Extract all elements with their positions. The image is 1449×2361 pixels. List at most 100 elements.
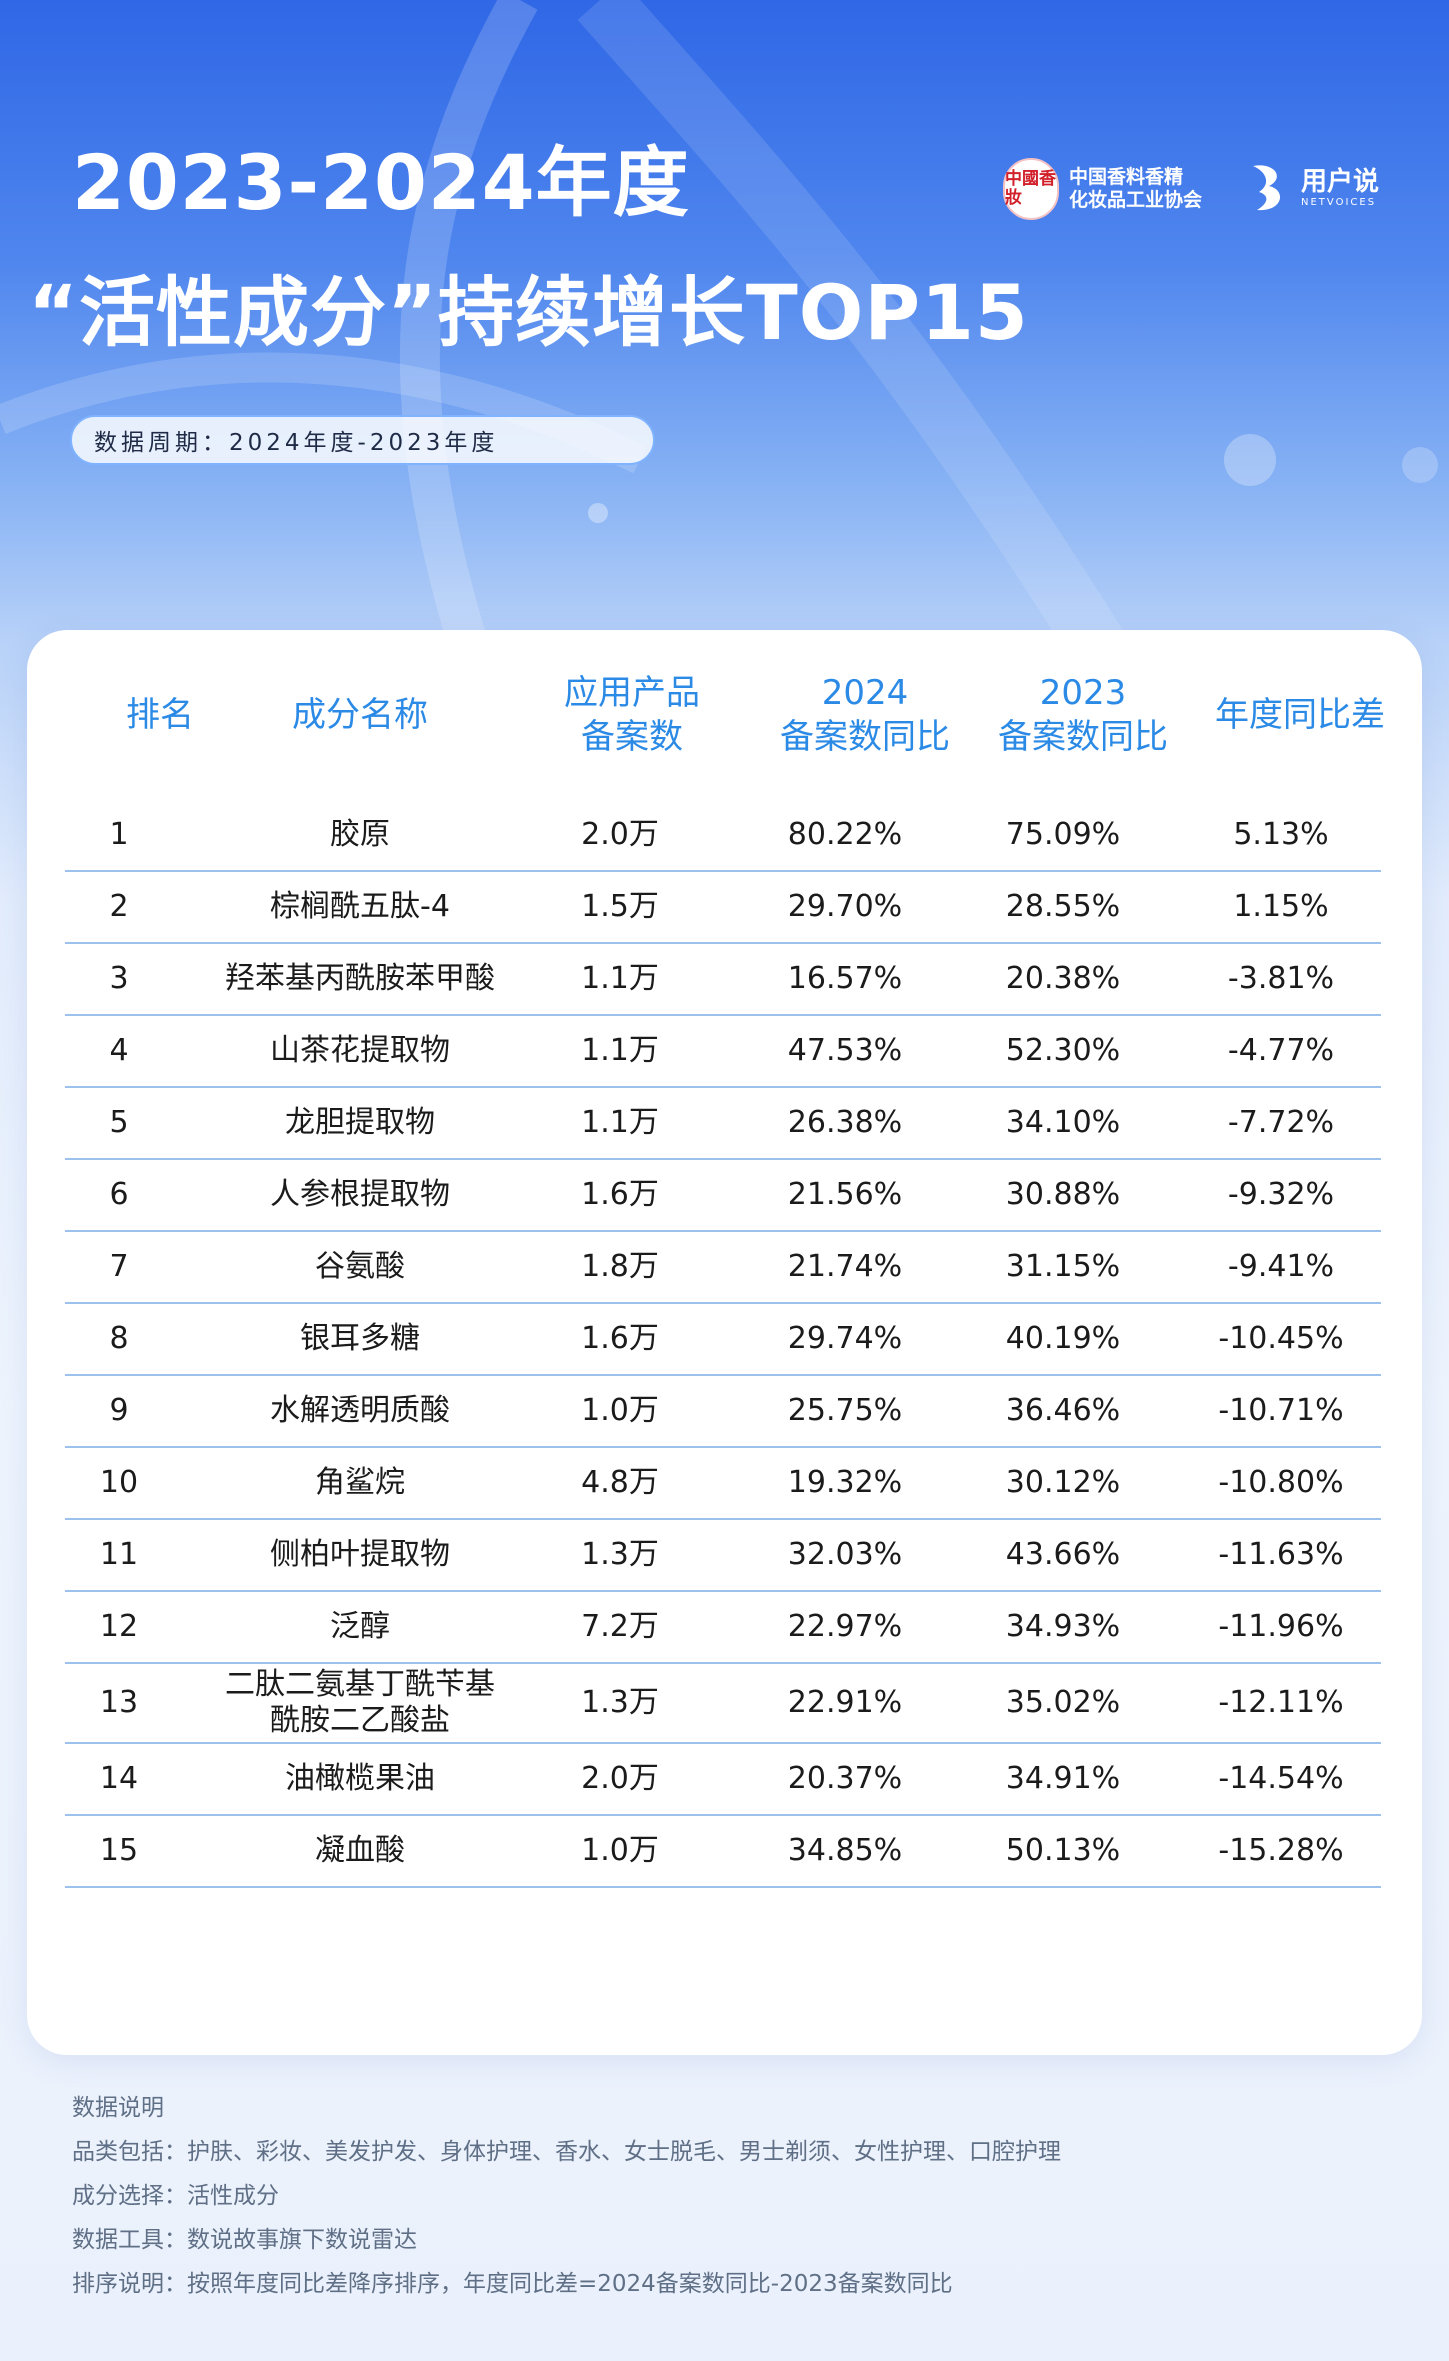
- ranking-table: 排名 成分名称 应用产品 备案数 2024 备案数同比 2023 备案数同比 年…: [27, 630, 1422, 2055]
- yoy-2023-cell: 34.91%: [1005, 1761, 1121, 1796]
- filing-count-cell: 1.0万: [581, 1393, 659, 1428]
- filing-count-cell: 1.6万: [581, 1321, 659, 1356]
- yoy-diff-cell: -4.77%: [1227, 1033, 1335, 1068]
- rank-cell: 13: [99, 1685, 139, 1720]
- table-row: 1 胶原 2.0万 80.22% 75.09% 5.13%: [65, 800, 1381, 872]
- notes-sorting: 排序说明：按照年度同比差降序排序，年度同比差=2024备案数同比-2023备案数…: [72, 2271, 953, 2297]
- association-name-line-2: 化妆品工业协会: [1069, 189, 1203, 211]
- rank-cell: 1: [109, 817, 129, 852]
- header-yoy-diff: 年度同比差: [1215, 694, 1385, 735]
- table-row: 13 二肽二氨基丁酰苄基 酰胺二乙酸盐 1.3万 22.91% 35.02% -…: [65, 1664, 1381, 1744]
- filing-count-cell: 1.1万: [581, 1105, 659, 1140]
- filing-count-cell: 2.0万: [581, 817, 659, 852]
- header-2024-yoy: 2024 备案数同比: [745, 630, 985, 800]
- notes-tool: 数据工具：数说故事旗下数说雷达: [72, 2227, 417, 2253]
- yoy-2024-cell: 19.32%: [787, 1465, 903, 1500]
- ingredient-name-cell: 棕榈酰五肽-4: [270, 889, 450, 924]
- table-row: 2 棕榈酰五肽-4 1.5万 29.70% 28.55% 1.15%: [65, 872, 1381, 944]
- filing-count-cell: 1.3万: [581, 1685, 659, 1720]
- filing-count-cell: 1.0万: [581, 1833, 659, 1868]
- table-row: 7 谷氨酸 1.8万 21.74% 31.15% -9.41%: [65, 1232, 1381, 1304]
- table-row: 14 油橄榄果油 2.0万 20.37% 34.91% -14.54%: [65, 1744, 1381, 1816]
- ingredient-name-cell: 角鲨烷: [315, 1465, 405, 1500]
- yoy-2023-cell: 52.30%: [1005, 1033, 1121, 1068]
- header-2023-line-1: 2023: [1039, 672, 1127, 713]
- rank-cell: 10: [99, 1465, 139, 1500]
- header-count-line-2: 备案数: [581, 717, 683, 757]
- ingredient-name-cell: 龙胆提取物: [285, 1105, 435, 1140]
- rank-cell: 3: [109, 961, 129, 996]
- rank-cell: 5: [109, 1105, 129, 1140]
- yoy-diff-cell: -14.54%: [1218, 1761, 1344, 1796]
- yoy-2024-cell: 34.85%: [787, 1833, 903, 1868]
- yoy-diff-cell: -11.63%: [1218, 1537, 1344, 1572]
- netvoices-logo: 用户说 NETVOICES: [1245, 160, 1379, 216]
- yoy-2023-cell: 30.12%: [1005, 1465, 1121, 1500]
- rank-cell: 8: [109, 1321, 129, 1356]
- yoy-2023-cell: 31.15%: [1005, 1249, 1121, 1284]
- yoy-diff-cell: 1.15%: [1233, 889, 1329, 924]
- ingredient-name-cell: 二肽二氨基丁酰苄基 酰胺二乙酸盐: [215, 1664, 505, 1742]
- header-rank: 排名: [126, 694, 194, 735]
- yoy-2023-cell: 36.46%: [1005, 1393, 1121, 1428]
- ingredient-name-cell: 银耳多糖: [300, 1321, 420, 1356]
- yoy-2023-cell: 20.38%: [1005, 961, 1121, 996]
- filing-count-cell: 1.1万: [581, 1033, 659, 1068]
- rank-cell: 15: [99, 1833, 139, 1868]
- yoy-2023-cell: 34.93%: [1005, 1609, 1121, 1644]
- yoy-2024-cell: 25.75%: [787, 1393, 903, 1428]
- yoy-2023-cell: 34.10%: [1005, 1105, 1121, 1140]
- yoy-2023-cell: 43.66%: [1005, 1537, 1121, 1572]
- rank-cell: 12: [99, 1609, 139, 1644]
- yoy-2023-cell: 28.55%: [1005, 889, 1121, 924]
- header-2023-yoy: 2023 备案数同比: [963, 630, 1203, 800]
- table-body: 1 胶原 2.0万 80.22% 75.09% 5.13% 2 棕榈酰五肽-4 …: [65, 800, 1381, 1888]
- association-name: 中国香料香精 化妆品工业协会: [1069, 166, 1202, 212]
- yoy-2023-cell: 40.19%: [1005, 1321, 1121, 1356]
- filing-count-cell: 7.2万: [581, 1609, 659, 1644]
- yoy-diff-cell: -15.28%: [1218, 1833, 1344, 1868]
- association-name-line-1: 中国香料香精: [1069, 166, 1184, 189]
- rank-cell: 6: [109, 1177, 129, 1212]
- title-line-1: 2023-2024年度: [72, 138, 690, 227]
- yoy-2024-cell: 32.03%: [787, 1537, 903, 1572]
- header-2023-line-2: 备案数同比: [998, 717, 1168, 757]
- yoy-2023-cell: 35.02%: [1005, 1685, 1121, 1720]
- yoy-2024-cell: 22.91%: [787, 1685, 903, 1720]
- ingredient-name-cell: 泛醇: [330, 1609, 390, 1644]
- notes-selection: 成分选择：活性成分: [72, 2183, 279, 2209]
- header-count-line-1: 应用产品: [564, 672, 700, 713]
- rank-cell: 2: [109, 889, 129, 924]
- yoy-2024-cell: 16.57%: [787, 961, 903, 996]
- table-header: 排名 成分名称 应用产品 备案数 2024 备案数同比 2023 备案数同比 年…: [27, 630, 1422, 800]
- rank-cell: 9: [109, 1393, 129, 1428]
- ingredient-name-cell: 山茶花提取物: [270, 1033, 450, 1068]
- filing-count-cell: 4.8万: [581, 1465, 659, 1500]
- yoy-2024-cell: 22.97%: [787, 1609, 903, 1644]
- association-seal-text: 中國香妝: [1005, 169, 1056, 208]
- table-row: 12 泛醇 7.2万 22.97% 34.93% -11.96%: [65, 1592, 1381, 1664]
- rank-cell: 4: [109, 1033, 129, 1068]
- ingredient-name-cell: 羟苯基丙酰胺苯甲酸: [225, 961, 495, 996]
- data-period-text: 数据周期：2024年度-2023年度: [94, 430, 499, 456]
- yoy-2024-cell: 29.70%: [787, 889, 903, 924]
- ingredient-name-line-1: 二肽二氨基丁酰苄基: [225, 1667, 495, 1702]
- table-row: 4 山茶花提取物 1.1万 47.53% 52.30% -4.77%: [65, 1016, 1381, 1088]
- filing-count-cell: 1.3万: [581, 1537, 659, 1572]
- ingredient-name-cell: 谷氨酸: [315, 1249, 405, 1284]
- filing-count-cell: 1.1万: [581, 961, 659, 996]
- yoy-diff-cell: -9.41%: [1227, 1249, 1335, 1284]
- yoy-diff-cell: 5.13%: [1233, 817, 1329, 852]
- filing-count-cell: 2.0万: [581, 1761, 659, 1796]
- ingredient-name-cell: 凝血酸: [315, 1833, 405, 1868]
- ingredient-name-cell: 侧柏叶提取物: [270, 1537, 450, 1572]
- yoy-diff-cell: -11.96%: [1218, 1609, 1344, 1644]
- yoy-2024-cell: 29.74%: [787, 1321, 903, 1356]
- ingredient-name-line-2: 酰胺二乙酸盐: [270, 1703, 450, 1738]
- table-row: 11 侧柏叶提取物 1.3万 32.03% 43.66% -11.63%: [65, 1520, 1381, 1592]
- table-row: 8 银耳多糖 1.6万 29.74% 40.19% -10.45%: [65, 1304, 1381, 1376]
- yoy-2023-cell: 30.88%: [1005, 1177, 1121, 1212]
- netvoices-name-en: NETVOICES: [1301, 196, 1377, 208]
- notes-categories: 品类包括：护肤、彩妆、美发护发、身体护理、香水、女士脱毛、男士剃须、女性护理、口…: [72, 2139, 1061, 2165]
- yoy-diff-cell: -10.80%: [1218, 1465, 1344, 1500]
